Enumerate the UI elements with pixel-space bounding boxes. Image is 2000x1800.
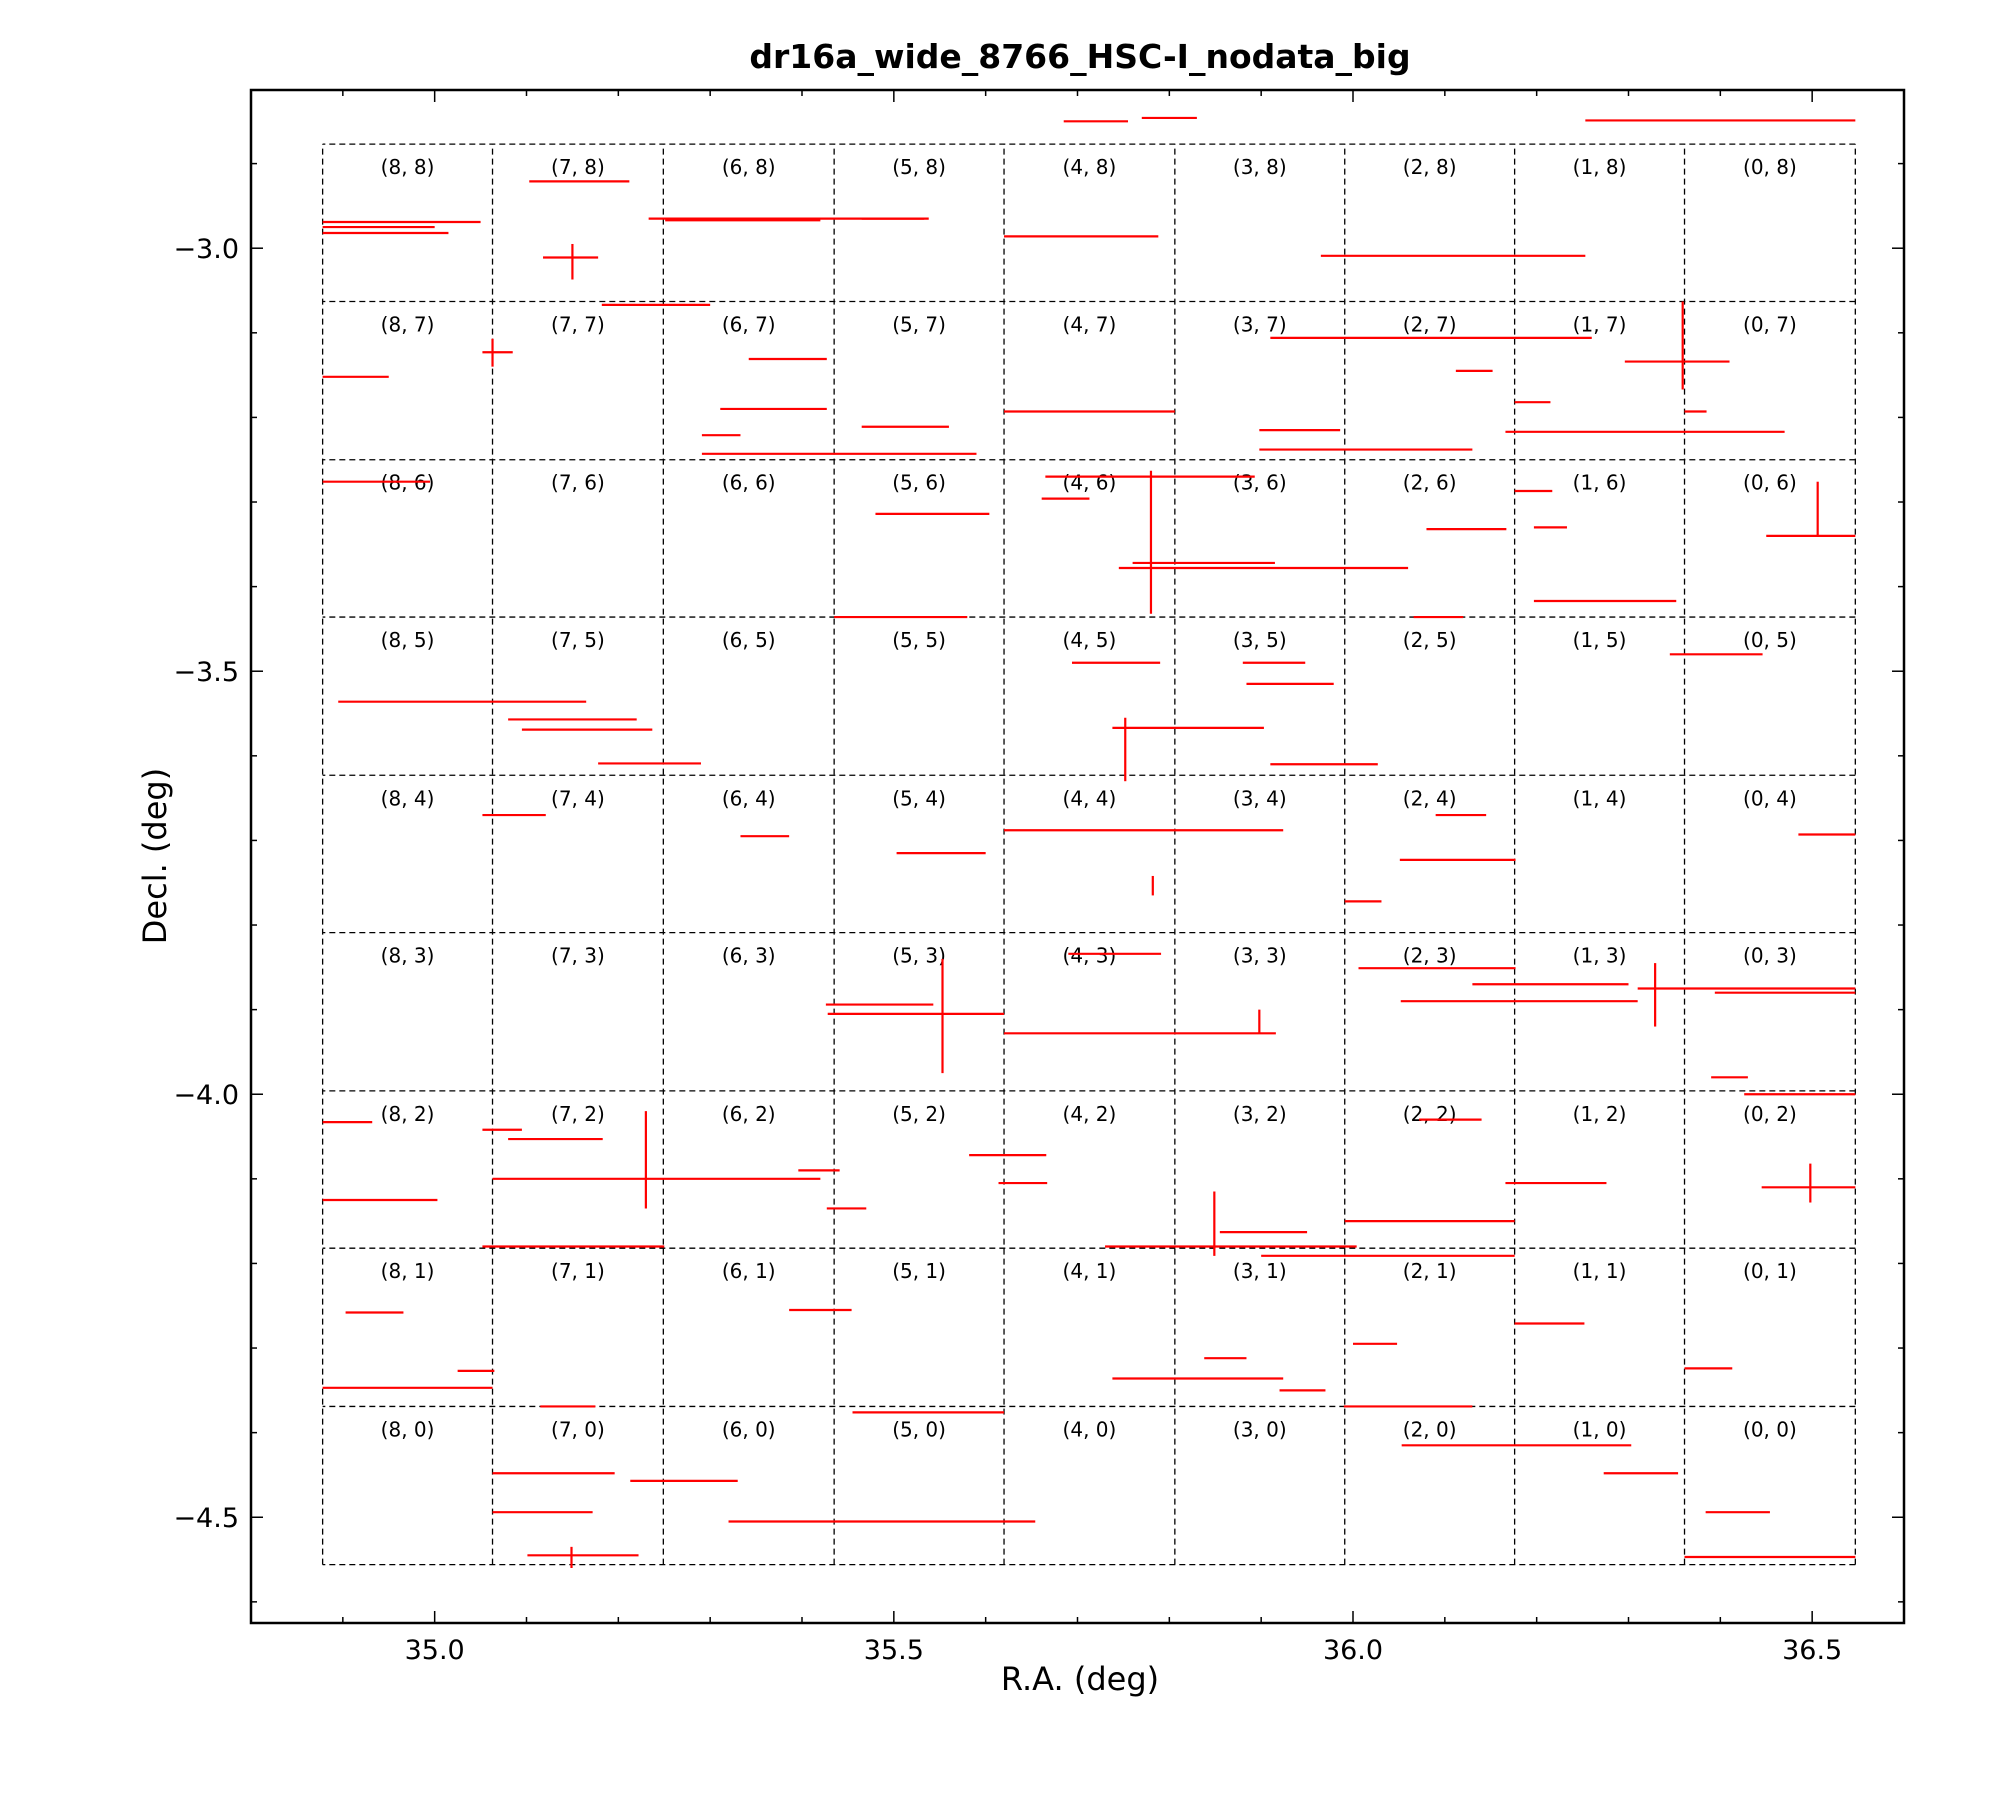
patch-label: (0, 6) bbox=[1743, 471, 1797, 495]
patch-label: (4, 8) bbox=[1063, 155, 1117, 179]
patch-label: (2, 5) bbox=[1403, 628, 1457, 652]
patch-label: (4, 6) bbox=[1063, 471, 1117, 495]
patch-label: (3, 4) bbox=[1233, 786, 1287, 810]
patch-label: (8, 8) bbox=[381, 155, 435, 179]
y-tick-label: −4.0 bbox=[173, 1080, 239, 1111]
patch-label: (2, 6) bbox=[1403, 471, 1457, 495]
y-axis-label: Decl. (deg) bbox=[136, 768, 174, 944]
patch-label: (4, 1) bbox=[1063, 1259, 1117, 1283]
patch-label: (5, 2) bbox=[892, 1102, 946, 1126]
patch-label: (4, 4) bbox=[1063, 786, 1117, 810]
patch-label: (0, 1) bbox=[1743, 1259, 1797, 1283]
patch-label: (6, 3) bbox=[722, 944, 776, 968]
patch-label: (8, 2) bbox=[381, 1102, 435, 1126]
patch-label: (3, 6) bbox=[1233, 471, 1287, 495]
patch-label: (1, 8) bbox=[1573, 155, 1627, 179]
x-tick-label: 36.5 bbox=[1782, 1635, 1842, 1666]
patch-label: (3, 5) bbox=[1233, 628, 1287, 652]
patch-label: (1, 1) bbox=[1573, 1259, 1627, 1283]
patch-label: (4, 3) bbox=[1063, 944, 1117, 968]
patch-label: (8, 3) bbox=[381, 944, 435, 968]
mask-marks bbox=[322, 116, 1856, 1569]
patch-label: (6, 8) bbox=[722, 155, 776, 179]
patch-label: (6, 2) bbox=[722, 1102, 776, 1126]
patch-label: (0, 0) bbox=[1743, 1417, 1797, 1441]
patch-label: (6, 6) bbox=[722, 471, 776, 495]
x-tick-label: 36.0 bbox=[1323, 1635, 1383, 1666]
patch-label: (0, 4) bbox=[1743, 786, 1797, 810]
patch-label: (3, 0) bbox=[1233, 1417, 1287, 1441]
patch-label: (6, 1) bbox=[722, 1259, 776, 1283]
patch-label: (5, 8) bbox=[892, 155, 946, 179]
patch-label: (6, 4) bbox=[722, 786, 776, 810]
patch-label: (8, 7) bbox=[381, 313, 435, 337]
patch-label: (0, 3) bbox=[1743, 944, 1797, 968]
patch-label: (8, 5) bbox=[381, 628, 435, 652]
y-tick-label: −3.0 bbox=[173, 234, 239, 265]
patch-label: (3, 3) bbox=[1233, 944, 1287, 968]
patch-label: (5, 1) bbox=[892, 1259, 946, 1283]
patch-label: (2, 1) bbox=[1403, 1259, 1457, 1283]
patch-label: (5, 5) bbox=[892, 628, 946, 652]
patch-label: (3, 2) bbox=[1233, 1102, 1287, 1126]
patch-label: (7, 0) bbox=[551, 1417, 605, 1441]
patch-label: (8, 1) bbox=[381, 1259, 435, 1283]
patch-label: (4, 0) bbox=[1063, 1417, 1117, 1441]
patch-label: (2, 2) bbox=[1403, 1102, 1457, 1126]
patch-label: (1, 6) bbox=[1573, 471, 1627, 495]
y-tick-label: −4.5 bbox=[173, 1503, 239, 1534]
patch-label: (6, 0) bbox=[722, 1417, 776, 1441]
patch-label: (8, 0) bbox=[381, 1417, 435, 1441]
patch-label: (5, 4) bbox=[892, 786, 946, 810]
patch-label: (2, 0) bbox=[1403, 1417, 1457, 1441]
patch-label: (7, 3) bbox=[551, 944, 605, 968]
patch-label: (5, 7) bbox=[892, 313, 946, 337]
patch-label: (0, 2) bbox=[1743, 1102, 1797, 1126]
patch-label: (7, 8) bbox=[551, 155, 605, 179]
patch-label: (1, 5) bbox=[1573, 628, 1627, 652]
patch-label: (5, 6) bbox=[892, 471, 946, 495]
patch-label: (6, 5) bbox=[722, 628, 776, 652]
patch-label: (1, 2) bbox=[1573, 1102, 1627, 1126]
patch-label: (1, 0) bbox=[1573, 1417, 1627, 1441]
patch-label: (5, 0) bbox=[892, 1417, 946, 1441]
patch-label: (7, 5) bbox=[551, 628, 605, 652]
patch-label: (8, 4) bbox=[381, 786, 435, 810]
patch-label: (3, 1) bbox=[1233, 1259, 1287, 1283]
patch-label: (7, 6) bbox=[551, 471, 605, 495]
patch-label: (0, 7) bbox=[1743, 313, 1797, 337]
patch-label: (2, 3) bbox=[1403, 944, 1457, 968]
patch-label: (7, 7) bbox=[551, 313, 605, 337]
patch-label: (0, 5) bbox=[1743, 628, 1797, 652]
patch-label: (3, 7) bbox=[1233, 313, 1287, 337]
patch-label: (2, 7) bbox=[1403, 313, 1457, 337]
patch-label: (4, 7) bbox=[1063, 313, 1117, 337]
axis-ticks: 35.0 35.5 36.0 36.5 −3.0 −3.5 −4.0 −4.5 bbox=[173, 90, 1905, 1666]
y-tick-label: −3.5 bbox=[173, 657, 239, 688]
patch-grid bbox=[321, 143, 1856, 1566]
chart-title: dr16a_wide_8766_HSC-I_nodata_big bbox=[749, 37, 1410, 76]
patch-label: (1, 3) bbox=[1573, 944, 1627, 968]
patch-label: (1, 7) bbox=[1573, 313, 1627, 337]
patch-label: (4, 2) bbox=[1063, 1102, 1117, 1126]
patch-label: (0, 8) bbox=[1743, 155, 1797, 179]
patch-label: (7, 4) bbox=[551, 786, 605, 810]
patch-label: (5, 3) bbox=[892, 944, 946, 968]
x-axis-label: R.A. (deg) bbox=[1001, 1660, 1159, 1698]
patch-label: (4, 5) bbox=[1063, 628, 1117, 652]
patch-label: (1, 4) bbox=[1573, 786, 1627, 810]
patch-label: (6, 7) bbox=[722, 313, 776, 337]
patch-label: (2, 8) bbox=[1403, 155, 1457, 179]
patch-label: (2, 4) bbox=[1403, 786, 1457, 810]
patch-label: (7, 1) bbox=[551, 1259, 605, 1283]
patch-label: (7, 2) bbox=[551, 1102, 605, 1126]
x-tick-label: 35.0 bbox=[405, 1635, 465, 1666]
patch-label: (3, 8) bbox=[1233, 155, 1287, 179]
x-tick-label: 35.5 bbox=[864, 1635, 924, 1666]
patch-labels: (0, 0) (1, 0) (2, 0) (3, 0) (4, 0) (5, 0) (6, … bbox=[381, 155, 1797, 1441]
